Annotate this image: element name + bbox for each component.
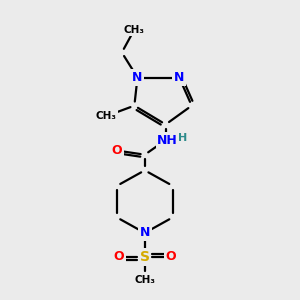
Text: O: O: [166, 250, 176, 263]
Text: O: O: [111, 144, 122, 157]
Text: CH₃: CH₃: [124, 25, 145, 34]
Text: N: N: [140, 226, 150, 239]
Text: N: N: [132, 71, 143, 84]
Text: CH₃: CH₃: [96, 111, 117, 121]
Text: N: N: [174, 71, 184, 84]
Text: O: O: [113, 250, 124, 263]
Text: NH: NH: [158, 134, 178, 147]
Text: S: S: [140, 250, 150, 264]
Text: H: H: [178, 133, 187, 143]
Text: CH₃: CH₃: [134, 275, 155, 285]
